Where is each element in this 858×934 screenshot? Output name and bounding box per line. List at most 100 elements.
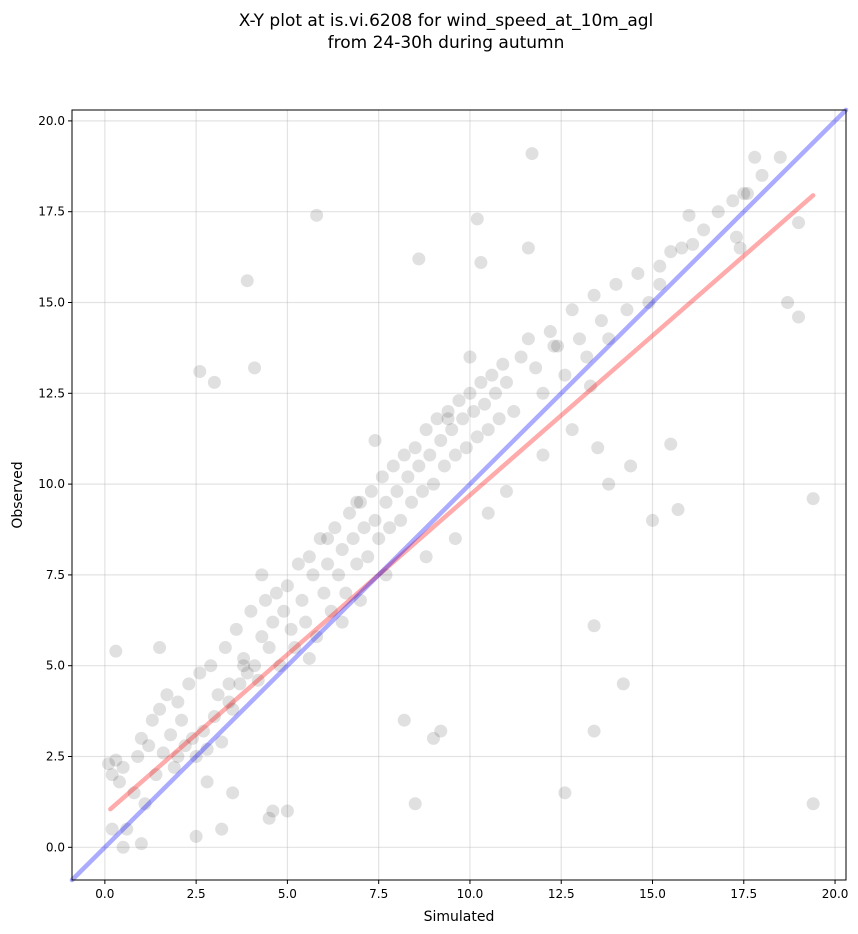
data-point	[342, 506, 356, 520]
data-point	[364, 484, 378, 498]
x-axis-label: Simulated	[424, 909, 495, 925]
data-point	[394, 513, 408, 527]
data-point	[211, 688, 225, 702]
data-point	[310, 630, 324, 644]
data-point	[572, 332, 586, 346]
data-point	[587, 288, 601, 302]
data-point	[675, 241, 689, 255]
data-point	[368, 434, 382, 448]
y-tick-label: 17.5	[38, 205, 65, 219]
data-point	[328, 521, 342, 535]
data-point	[284, 622, 298, 636]
y-tick-label: 2.5	[46, 750, 65, 764]
data-point	[434, 724, 448, 738]
data-point	[456, 412, 470, 426]
data-point	[481, 423, 495, 437]
data-point	[153, 641, 167, 655]
data-point	[321, 557, 335, 571]
data-point	[467, 404, 481, 418]
data-point	[646, 513, 659, 527]
data-point	[624, 459, 638, 473]
data-point	[726, 194, 740, 208]
data-point	[565, 303, 579, 317]
data-point	[792, 310, 806, 324]
data-point	[664, 437, 678, 451]
data-point	[631, 266, 645, 280]
data-point	[116, 840, 130, 854]
data-point	[806, 797, 820, 811]
chart-title: X-Y plot at is.vi.6208 for wind_speed_at…	[239, 11, 654, 31]
data-point	[653, 259, 667, 273]
y-tick-label: 10.0	[38, 477, 65, 491]
data-point	[134, 837, 148, 851]
data-point	[361, 550, 375, 564]
data-point	[583, 379, 597, 393]
data-point	[149, 768, 163, 782]
y-axis-ticks: 0.0 2.5 5.0 7.5 10.0 12.5 15.0 17.5 20.0	[38, 114, 72, 854]
data-point	[653, 277, 667, 291]
data-point	[580, 350, 594, 364]
data-point	[390, 484, 404, 498]
data-point	[160, 688, 174, 702]
data-point	[145, 713, 159, 727]
data-point	[386, 459, 400, 473]
data-point	[112, 775, 126, 789]
data-point	[489, 386, 503, 400]
data-point	[138, 797, 152, 811]
data-point	[317, 586, 331, 600]
data-point	[262, 811, 276, 825]
data-point	[437, 459, 451, 473]
data-point	[109, 644, 123, 658]
data-point	[273, 659, 287, 673]
data-point	[729, 230, 743, 244]
data-point	[233, 677, 247, 691]
data-point	[686, 237, 700, 251]
trend-lines	[69, 107, 849, 883]
data-point	[470, 430, 484, 444]
y-tick-label: 15.0	[38, 296, 65, 310]
data-point	[193, 365, 207, 379]
data-point	[430, 412, 444, 426]
data-point	[408, 797, 422, 811]
chart-subtitle: from 24-30h during autumn	[328, 33, 565, 53]
data-point	[448, 532, 462, 546]
data-point	[792, 216, 806, 230]
data-point	[200, 742, 214, 756]
x-tick-label: 5.0	[278, 887, 297, 901]
data-point	[375, 470, 389, 484]
data-point	[171, 695, 185, 709]
y-tick-label: 12.5	[38, 386, 65, 400]
data-point	[368, 513, 382, 527]
data-point	[109, 753, 123, 767]
data-point	[408, 441, 422, 455]
data-point	[737, 187, 751, 201]
x-tick-label: 15.0	[639, 887, 666, 901]
data-point	[313, 532, 327, 546]
data-point	[470, 212, 484, 226]
data-point	[116, 760, 130, 774]
x-tick-label: 12.5	[548, 887, 575, 901]
data-point	[697, 223, 711, 237]
data-point	[142, 739, 156, 753]
data-point	[507, 404, 521, 418]
y-tick-label: 20.0	[38, 114, 65, 128]
data-point	[226, 786, 240, 800]
data-point	[269, 586, 283, 600]
data-point	[642, 296, 656, 309]
data-point	[178, 739, 192, 753]
data-point	[277, 604, 291, 618]
data-point	[102, 757, 116, 771]
data-point	[204, 659, 218, 673]
data-point	[474, 375, 488, 389]
data-point	[350, 557, 364, 571]
data-point	[248, 659, 262, 673]
data-point	[127, 786, 141, 800]
data-point	[711, 205, 725, 219]
data-point	[419, 550, 433, 564]
data-point	[492, 412, 506, 426]
data-point	[189, 829, 203, 843]
data-point	[302, 550, 316, 564]
data-point	[189, 750, 203, 764]
